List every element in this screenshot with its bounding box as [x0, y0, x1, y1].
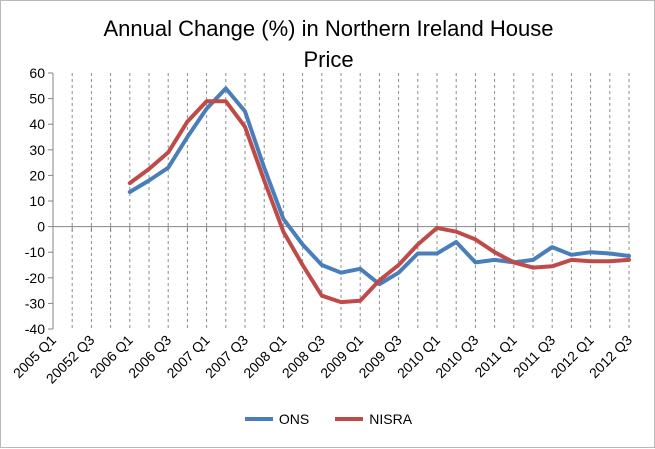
x-axis-tick-label: 2010 Q3 [432, 332, 481, 381]
y-axis-tick-label: 0 [37, 219, 45, 235]
series-line-nisra [127, 99, 631, 305]
legend-label-nisra: NISRA [369, 411, 413, 427]
y-axis-tick-label: 60 [29, 65, 45, 81]
y-axis-tick-label: 40 [29, 116, 45, 132]
chart-title-line-1: Annual Change (%) in Northern Ireland Ho… [103, 16, 554, 41]
legend-swatch-nisra [335, 417, 364, 421]
legend-item-nisra: NISRA [335, 411, 412, 427]
y-axis-tick-label: -20 [25, 270, 45, 286]
axes [48, 72, 630, 330]
y-axis-tick-label: 20 [29, 167, 45, 183]
y-axis-tick-labels: 60 50 40 30 20 10 0 -10 -20 -30 -40 [25, 65, 45, 337]
x-axis-tick-label: 2012 Q3 [586, 332, 635, 381]
legend-item-ons: ONS [244, 411, 310, 427]
chart-title: Annual Change (%) in Northern Ireland Ho… [1, 13, 655, 75]
series-lines [127, 86, 631, 305]
y-axis-tick-label: -30 [25, 295, 45, 311]
chart-title-line-2: Price [303, 47, 354, 72]
legend-swatch-ons [244, 417, 273, 421]
y-axis-tick-label: -40 [25, 321, 45, 337]
y-axis-tick-label: 30 [29, 142, 45, 158]
grid-lines [71, 73, 630, 329]
y-axis-tick-label: 10 [29, 193, 45, 209]
y-axis-tick-label: 50 [29, 91, 45, 107]
chart-legend: ONS NISRA [1, 411, 655, 427]
legend-label-ons: ONS [278, 411, 310, 427]
y-axis-tick-label: -10 [25, 244, 45, 260]
